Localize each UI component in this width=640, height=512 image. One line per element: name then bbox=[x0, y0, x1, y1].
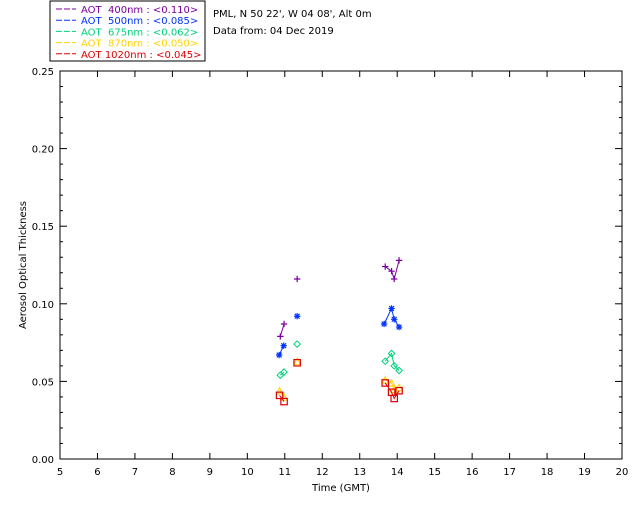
data-point-plus bbox=[277, 333, 284, 340]
data-point-asterisk bbox=[280, 342, 287, 349]
x-tick-label: 7 bbox=[132, 467, 138, 478]
y-tick-label: 0.00 bbox=[32, 455, 54, 466]
legend-label: AOT 500nm : <0.085> bbox=[81, 16, 198, 27]
data-point-asterisk bbox=[391, 316, 398, 323]
x-tick-label: 19 bbox=[578, 467, 591, 478]
series-3 bbox=[275, 356, 404, 401]
data-point-asterisk bbox=[275, 351, 283, 359]
data-point-plus bbox=[382, 263, 389, 270]
legend: AOT 400nm : <0.110>AOT 500nm : <0.085>AO… bbox=[49, 0, 206, 62]
data-point-square bbox=[381, 379, 390, 387]
series-line bbox=[279, 323, 285, 337]
x-tick-label: 6 bbox=[94, 467, 100, 478]
data-point-diamond bbox=[395, 366, 403, 375]
data-point-diamond bbox=[280, 368, 288, 376]
data-point-asterisk bbox=[395, 323, 403, 331]
legend-label: AOT 870nm : <0.050> bbox=[81, 39, 198, 50]
legend-label: AOT 1020nm : <0.045> bbox=[81, 50, 201, 61]
data-point-triangle bbox=[275, 386, 284, 395]
series-line bbox=[384, 260, 400, 281]
x-tick-label: 10 bbox=[241, 467, 254, 478]
y-axis-label: Aerosol Optical Thickness bbox=[18, 201, 29, 329]
date-info: Data from: 04 Dec 2019 bbox=[213, 26, 334, 37]
data-point-triangle bbox=[387, 378, 396, 387]
series-line bbox=[384, 352, 400, 371]
x-tick-label: 15 bbox=[428, 467, 441, 478]
data-point-asterisk bbox=[380, 320, 388, 328]
series-1 bbox=[275, 305, 403, 359]
data-point-plus bbox=[388, 268, 395, 275]
data-point-plus bbox=[395, 257, 403, 264]
series-line bbox=[383, 306, 400, 328]
data-point-diamond bbox=[390, 361, 399, 370]
data-point-triangle bbox=[293, 356, 302, 365]
legend-label: AOT 400nm : <0.110> bbox=[81, 5, 198, 16]
x-tick-label: 16 bbox=[466, 467, 479, 478]
x-tick-label: 20 bbox=[616, 467, 629, 478]
data-point-plus bbox=[293, 275, 301, 283]
station-info: PML, N 50 22', W 04 08', Alt 0m bbox=[213, 9, 372, 20]
x-tick-label: 8 bbox=[169, 467, 175, 478]
plot-frame bbox=[59, 70, 623, 460]
legend-label: AOT 675nm : <0.062> bbox=[81, 27, 198, 38]
series-4 bbox=[275, 358, 403, 406]
data-point-square bbox=[280, 397, 288, 406]
y-tick-label: 0.15 bbox=[32, 222, 54, 233]
y-tick-label: 0.20 bbox=[32, 145, 54, 156]
x-tick-label: 17 bbox=[503, 467, 516, 478]
x-tick-label: 14 bbox=[391, 467, 404, 478]
data-point-diamond bbox=[387, 349, 396, 358]
data-point-square bbox=[395, 386, 403, 395]
data-point-plus bbox=[391, 275, 398, 283]
x-tick-label: 11 bbox=[278, 467, 291, 478]
data-point-square bbox=[390, 394, 399, 403]
data-point-plus bbox=[280, 320, 288, 328]
x-tick-label: 18 bbox=[541, 467, 554, 478]
data-point-diamond bbox=[381, 357, 390, 366]
data-point-diamond bbox=[293, 340, 302, 349]
y-tick-label: 0.10 bbox=[32, 300, 54, 311]
data-point-asterisk bbox=[293, 313, 301, 320]
data-point-square bbox=[275, 391, 284, 400]
x-tick-label: 12 bbox=[316, 467, 329, 478]
x-tick-label: 5 bbox=[57, 467, 63, 478]
series-0 bbox=[277, 257, 403, 340]
series-2 bbox=[276, 340, 403, 380]
x-tick-label: 13 bbox=[353, 467, 366, 478]
x-tick-label: 9 bbox=[207, 467, 213, 478]
x-axis-label: Time (GMT) bbox=[311, 483, 370, 494]
data-point-asterisk bbox=[388, 305, 395, 312]
y-tick-label: 0.05 bbox=[32, 377, 54, 388]
y-tick-label: 0.25 bbox=[32, 67, 54, 78]
data-point-square bbox=[293, 358, 301, 367]
